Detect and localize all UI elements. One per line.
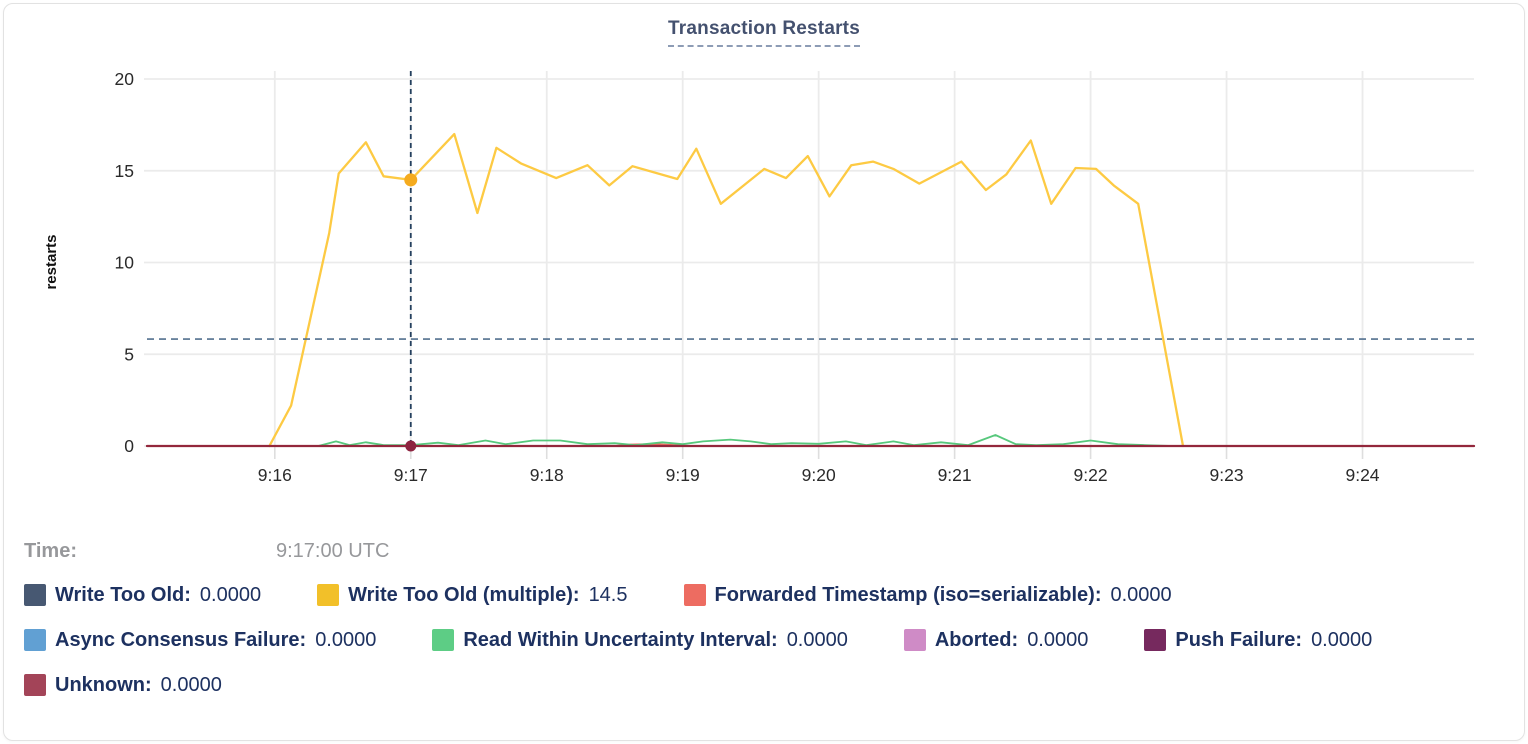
- x-tick-label: 9:22: [1074, 465, 1108, 485]
- legend-swatch-forwarded-timestamp-iso-serializable: [683, 584, 706, 606]
- y-axis-title: restarts: [43, 234, 60, 289]
- x-tick-label: 9:17: [394, 465, 428, 485]
- y-tick-label: 15: [115, 161, 134, 181]
- hover-time-label: Time:: [24, 539, 77, 562]
- legend-value: 0.0000: [1311, 628, 1373, 651]
- legend-label: Read Within Uncertainty Interval:: [463, 628, 778, 651]
- chart-plot-area[interactable]: 0 5 10 15 20 9:16 9:17 9:18 9:19 9:20 9:21 9:22 9:2…: [4, 56, 1525, 501]
- legend-swatch-push-failure: [1144, 629, 1167, 651]
- chart-card: Transaction Restarts 0 5 10 15 20 9:16 9:17 9:…: [3, 3, 1525, 741]
- x-tick-label: 9:21: [938, 465, 972, 485]
- legend-item-unknown[interactable]: Unknown: 0.0000: [24, 674, 222, 697]
- legend-label: Write Too Old (multiple):: [348, 583, 580, 606]
- hover-time-value: 9:17:00 UTC: [276, 539, 390, 562]
- x-tick-label: 9:20: [802, 465, 836, 485]
- y-axis-tick-labels: 0 5 10 15 20: [115, 69, 135, 456]
- legend-row-3: Unknown: 0.0000: [24, 670, 1524, 700]
- legend-value: 0.0000: [315, 628, 377, 651]
- legend-row-1: Write Too Old: 0.0000 Write Too Old (multi…: [24, 580, 1524, 610]
- hover-dot-unknown: [405, 440, 417, 452]
- y-tick-label: 5: [124, 344, 134, 364]
- legend-value: 0.0000: [786, 628, 848, 651]
- legend-label: Push Failure:: [1175, 628, 1303, 651]
- legend-item-aborted[interactable]: Aborted: 0.0000: [903, 628, 1089, 652]
- legend-label: Unknown:: [55, 673, 152, 696]
- legend-item-write-too-old[interactable]: Write Too Old: 0.0000: [24, 584, 261, 607]
- y-tick-label: 20: [115, 69, 135, 89]
- x-tick-label: 9:24: [1345, 465, 1379, 485]
- legend-label: Async Consensus Failure:: [55, 628, 307, 651]
- legend-value: 0.0000: [199, 583, 262, 606]
- y-tick-label: 10: [115, 253, 135, 273]
- y-tick-label: 0: [124, 436, 134, 456]
- legend-swatch-aborted: [903, 629, 926, 651]
- legend-value: 14.5: [588, 583, 628, 606]
- hover-dot-write-too-old-multiple: [404, 173, 418, 187]
- legend-item-async-consensus-failure[interactable]: Async Consensus Failure: 0.0000: [24, 629, 376, 652]
- legend-item-write-too-old-multiple[interactable]: Write Too Old (multiple): 14.5: [317, 583, 628, 607]
- legend-value: 0.0000: [160, 673, 222, 696]
- legend-swatch-write-too-old: [24, 584, 46, 606]
- legend-item-forwarded-timestamp-iso-serializable[interactable]: Forwarded Timestamp (iso=serializable): 0…: [683, 583, 1172, 607]
- legend-label: Aborted:: [934, 628, 1019, 651]
- legend-label: Write Too Old:: [55, 583, 191, 606]
- legend-item-push-failure[interactable]: Push Failure: 0.0000: [1144, 629, 1372, 652]
- hover-crosshair-layer: [147, 71, 1474, 452]
- series-lines: [145, 132, 1476, 448]
- x-axis-tick-marks: [274, 446, 1364, 459]
- legend-value: 0.0000: [1110, 583, 1172, 606]
- chart-title-row: Transaction Restarts: [4, 18, 1524, 56]
- legend-swatch-async-consensus-failure: [24, 629, 46, 651]
- legend-item-read-within-uncertainty-interval[interactable]: Read Within Uncertainty Interval: 0.0000: [432, 629, 848, 652]
- vertical-gridlines: [273, 71, 1364, 446]
- legend-label: Forwarded Timestamp (iso=serializable):: [714, 583, 1102, 606]
- x-tick-label: 9:23: [1210, 465, 1244, 485]
- x-tick-label: 9:18: [530, 465, 564, 485]
- x-axis-tick-labels: 9:16 9:17 9:18 9:19 9:20 9:21 9:22 9:23 9:24: [258, 465, 1380, 485]
- x-tick-label: 9:19: [666, 465, 700, 485]
- legend-value: 0.0000: [1027, 628, 1089, 651]
- legend-swatch-write-too-old-multiple: [317, 584, 340, 606]
- line-chart[interactable]: 0 5 10 15 20 9:16 9:17 9:18 9:19 9:20 9:21 9:22 9:2…: [4, 56, 1525, 501]
- horizontal-gridlines: [144, 78, 1474, 447]
- series-line-read-within-uncertainty-interval: [317, 434, 1174, 447]
- hover-tooltip-block: Time: 9:17:00 UTC Write Too Old: 0.0000 Wr…: [4, 537, 1524, 700]
- legend-swatch-unknown: [24, 674, 46, 696]
- hover-time-row: Time: 9:17:00 UTC: [24, 537, 1524, 565]
- x-tick-label: 9:16: [258, 465, 292, 485]
- legend-swatch-read-within-uncertainty-interval: [432, 629, 455, 651]
- legend-row-2: Async Consensus Failure: 0.0000 Read Withi…: [24, 625, 1524, 655]
- chart-title[interactable]: Transaction Restarts: [668, 18, 860, 47]
